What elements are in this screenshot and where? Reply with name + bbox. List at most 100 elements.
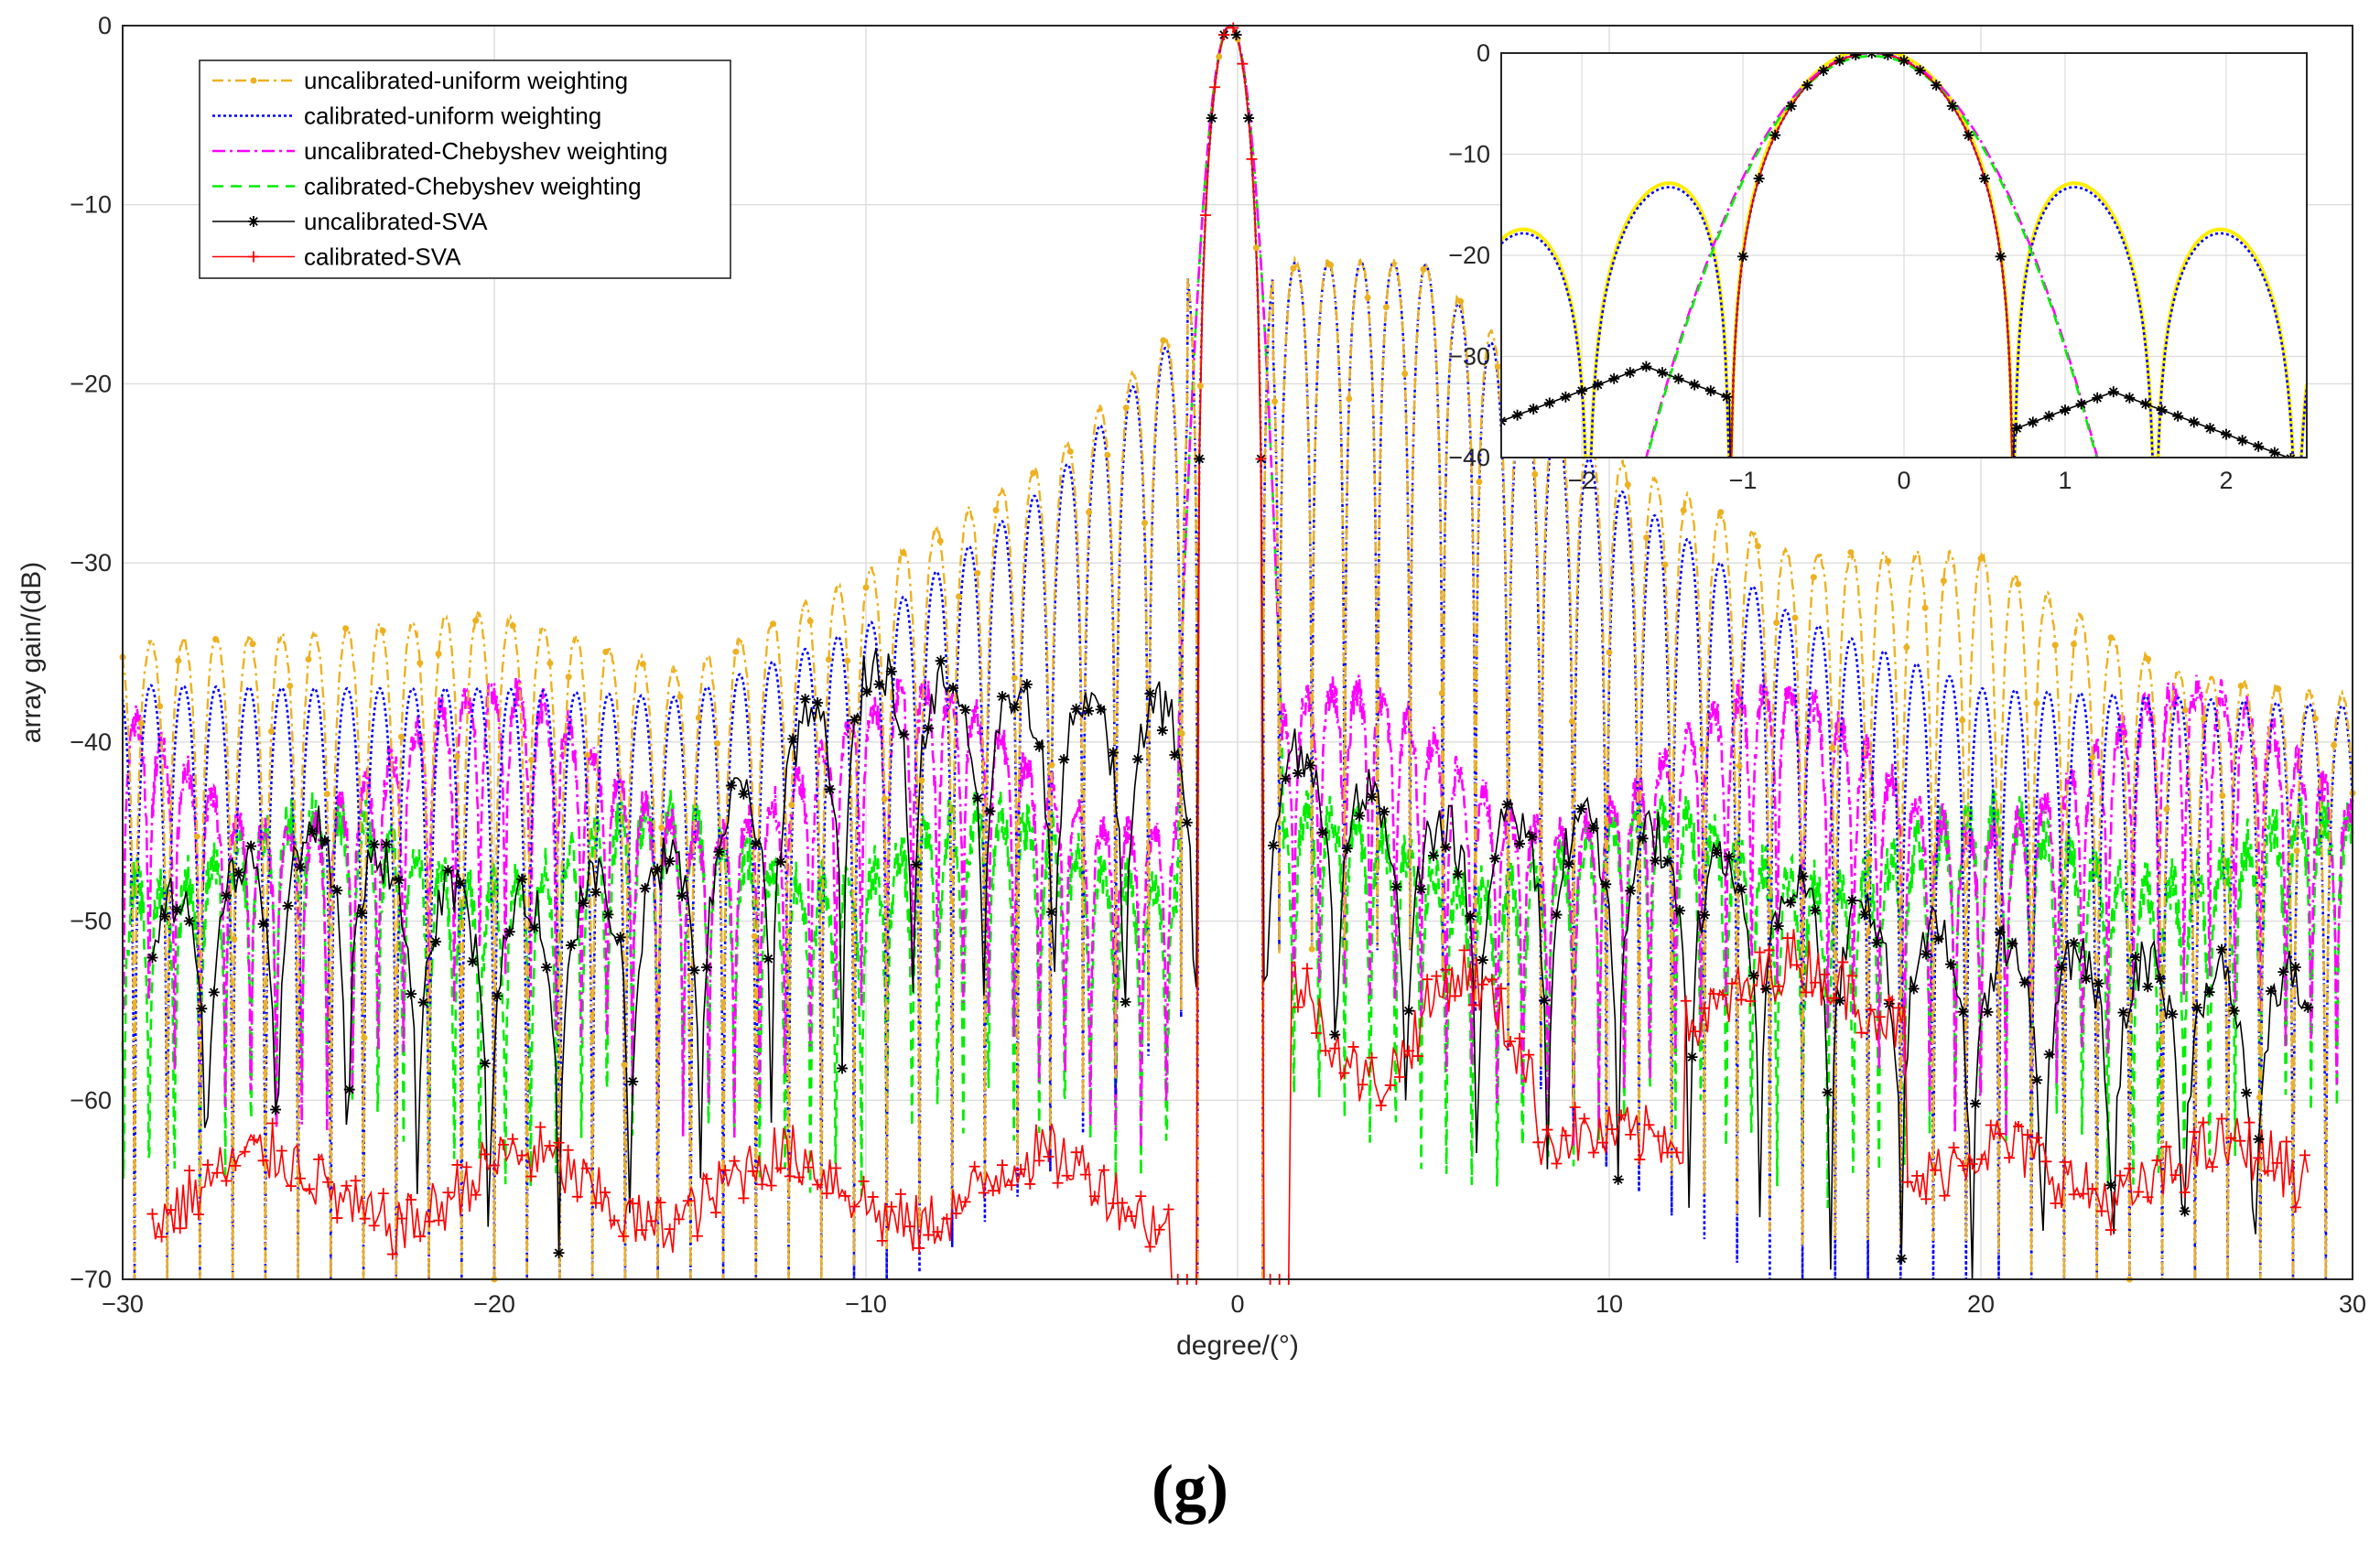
marker-calibrated-sva — [673, 1213, 685, 1225]
marker-calibrated-sva — [1006, 1180, 1018, 1191]
marker-uncalibrated-sva — [1723, 851, 1735, 863]
y-tick-label: −10 — [70, 191, 112, 219]
inset-marker-uncalibrated-sva — [1624, 367, 1636, 379]
marker-uncalibrated-sva — [1797, 870, 1809, 882]
marker-uncalibrated-sva — [183, 915, 195, 927]
marker-uncalibrated-uniform — [602, 648, 610, 655]
marker-calibrated-sva — [2271, 1157, 2283, 1169]
inset-tick-labels: −2 −1 0 1 20−10−20−30−40 — [1448, 39, 2233, 494]
marker-calibrated-sva — [2234, 1135, 2246, 1147]
marker-uncalibrated-sva — [503, 926, 515, 938]
marker-calibrated-sva — [1052, 1177, 1064, 1189]
marker-uncalibrated-sva — [614, 932, 626, 943]
marker-calibrated-sva — [2095, 1205, 2107, 1217]
marker-calibrated-sva — [2077, 1188, 2089, 1200]
marker-calibrated-sva — [839, 1190, 851, 1202]
marker-uncalibrated-sva — [1181, 816, 1193, 828]
inset-marker-uncalibrated-sva — [1753, 173, 1765, 185]
marker-uncalibrated-uniform — [1420, 265, 1427, 273]
marker-uncalibrated-sva — [1526, 831, 1538, 843]
marker-calibrated-sva — [304, 1183, 316, 1195]
marker-uncalibrated-sva — [639, 882, 651, 894]
inset-y-tick-label: −20 — [1448, 242, 1490, 269]
marker-uncalibrated-sva — [627, 1075, 639, 1087]
marker-calibrated-sva — [1088, 1191, 1100, 1202]
marker-calibrated-sva — [2299, 1149, 2310, 1161]
marker-uncalibrated-sva — [763, 953, 774, 965]
legend-entry-label: calibrated-uniform weighting — [304, 102, 601, 130]
marker-uncalibrated-sva — [578, 898, 590, 910]
marker-calibrated-sva — [2059, 1156, 2071, 1168]
marker-uncalibrated-uniform — [1364, 294, 1371, 301]
marker-calibrated-sva — [221, 1175, 233, 1187]
marker-uncalibrated-sva — [1957, 1006, 1969, 1018]
marker-uncalibrated-uniform — [1401, 370, 1409, 377]
marker-calibrated-sva — [2280, 1136, 2292, 1148]
marker-uncalibrated-sva — [208, 986, 220, 998]
inset-marker-uncalibrated-sva — [2204, 422, 2216, 434]
marker-calibrated-sva — [876, 1234, 888, 1246]
marker-uncalibrated-uniform — [1568, 717, 1575, 725]
marker-calibrated-sva — [858, 1175, 870, 1187]
marker-calibrated-sva — [156, 1231, 168, 1243]
marker-uncalibrated-uniform — [1624, 481, 1631, 489]
marker-calibrated-sva — [451, 1159, 463, 1170]
inset-axes-frame — [1500, 52, 2308, 458]
marker-uncalibrated-sva — [307, 825, 319, 837]
marker-uncalibrated-uniform — [862, 584, 870, 591]
marker-calibrated-sva — [1578, 1113, 1590, 1125]
marker-uncalibrated-sva — [1415, 883, 1427, 895]
marker-uncalibrated-sva — [2043, 1049, 2055, 1061]
inset-marker-uncalibrated-sva — [1899, 55, 1909, 67]
marker-calibrated-sva — [1883, 994, 1895, 1006]
marker-calibrated-sva — [691, 1230, 703, 1242]
marker-uncalibrated-sva — [2068, 937, 2080, 949]
marker-calibrated-sva — [2151, 1155, 2163, 1166]
marker-calibrated-sva — [774, 1162, 786, 1174]
legend-entry-label: uncalibrated-Chebyshev weighting — [304, 137, 667, 165]
marker-calibrated-sva — [1449, 990, 1461, 1002]
panel-label: (g) — [1152, 1451, 1228, 1525]
marker-calibrated-sva — [738, 1192, 750, 1204]
marker-uncalibrated-sva — [824, 783, 836, 795]
marker-calibrated-sva — [1514, 1032, 1526, 1044]
marker-calibrated-sva — [2050, 1197, 2061, 1209]
marker-uncalibrated-sva — [331, 885, 343, 897]
marker-uncalibrated-uniform — [825, 656, 832, 663]
marker-uncalibrated-uniform — [1141, 519, 1148, 526]
marker-uncalibrated-sva — [1452, 868, 1464, 880]
marker-uncalibrated-sva — [381, 838, 393, 850]
marker-calibrated-sva — [257, 1155, 269, 1167]
marker-uncalibrated-sva — [146, 952, 158, 964]
marker-uncalibrated-sva — [221, 889, 233, 901]
marker-uncalibrated-sva — [257, 918, 269, 930]
marker-calibrated-sva — [932, 1226, 944, 1238]
marker-uncalibrated-sva — [1920, 948, 1932, 960]
marker-uncalibrated-uniform — [137, 719, 145, 727]
marker-uncalibrated-uniform — [2033, 700, 2040, 707]
marker-uncalibrated-uniform — [881, 795, 888, 803]
marker-uncalibrated-sva — [1070, 703, 1082, 715]
x-tick-label: −30 — [102, 1290, 144, 1318]
marker-uncalibrated-sva — [2302, 1001, 2314, 1013]
marker-calibrated-sva — [1901, 1176, 1913, 1188]
marker-uncalibrated-sva — [1871, 937, 1883, 949]
marker-uncalibrated-sva — [2056, 962, 2068, 974]
marker-uncalibrated-sva — [1637, 833, 1649, 845]
marker-uncalibrated-uniform — [2256, 1094, 2263, 1101]
marker-uncalibrated-sva — [885, 665, 897, 677]
inset-marker-uncalibrated-sva — [1914, 65, 1926, 77]
x-tick-label: 20 — [1967, 1290, 1995, 1318]
marker-calibrated-sva — [1523, 1049, 1535, 1061]
inset-marker-uncalibrated-sva — [1801, 80, 1813, 92]
marker-uncalibrated-sva — [2031, 1074, 2043, 1086]
inset-series-group — [1501, 53, 2307, 458]
inset-x-tick-label: 2 — [2219, 467, 2233, 494]
marker-calibrated-sva — [1698, 1002, 1710, 1014]
marker-uncalibrated-sva — [528, 922, 540, 933]
inset-marker-uncalibrated-sva — [2140, 398, 2151, 410]
marker-calibrated-sva — [1736, 994, 1747, 1006]
marker-uncalibrated-uniform — [267, 728, 275, 735]
marker-uncalibrated-uniform — [918, 777, 925, 784]
